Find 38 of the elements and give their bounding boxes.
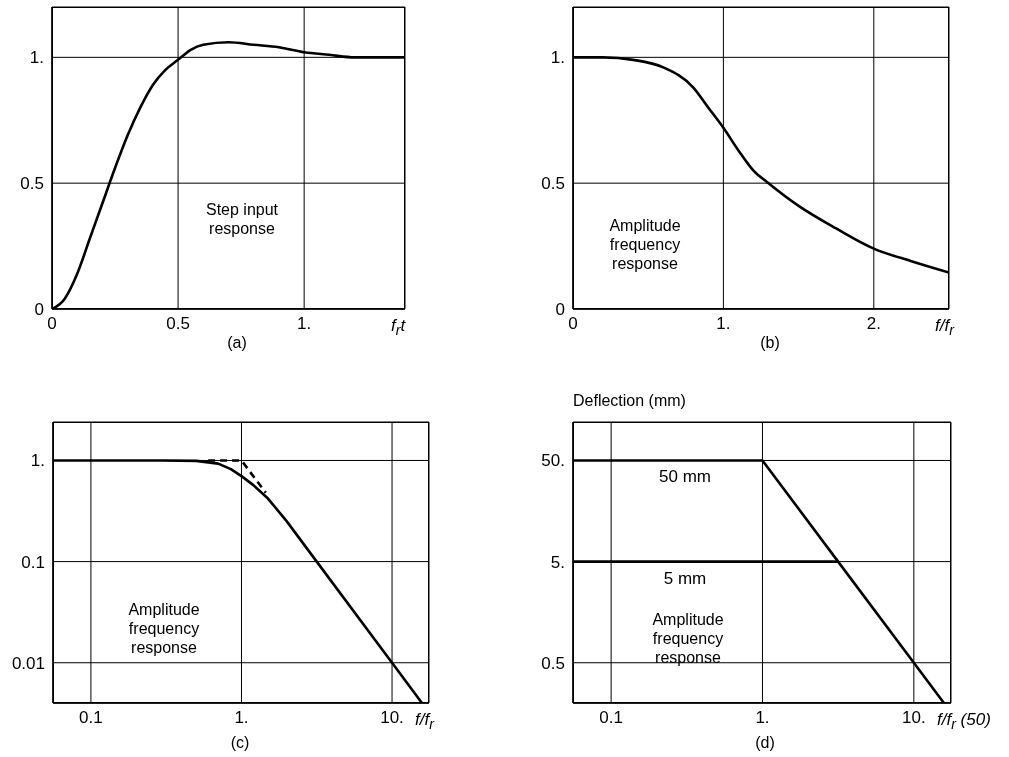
x-tick-label: 2. bbox=[866, 314, 881, 334]
x-axis-title: f/f$_{r}$ (50) bbox=[937, 710, 991, 733]
text: (b) bbox=[759, 333, 781, 352]
y-tick-label: 50. bbox=[541, 451, 565, 471]
x-tick-label: 1. bbox=[297, 314, 312, 334]
text: (c) bbox=[229, 733, 251, 752]
annotation: Amplitude frequency response bbox=[608, 216, 682, 273]
x-tick-label: 10. bbox=[902, 708, 926, 728]
y-tick-label: 1. bbox=[29, 48, 44, 68]
x-tick-label: 1. bbox=[716, 314, 731, 334]
y-tick-label: 0.1 bbox=[21, 552, 45, 572]
x-axis-title: f/f$_{r}$ bbox=[415, 710, 434, 733]
x-axis-title: f/f$_{r}$ bbox=[935, 316, 954, 339]
y-tick-label: 5. bbox=[550, 552, 565, 572]
annotation: Amplitude frequency response bbox=[127, 600, 201, 657]
y-tick-label: 1. bbox=[550, 48, 565, 68]
series-label: 50 mm bbox=[659, 467, 711, 487]
text: (a) bbox=[226, 333, 248, 352]
x-axis-title: f$_{r}$t bbox=[391, 316, 406, 339]
annotation: Amplitude frequency response bbox=[651, 610, 725, 667]
x-tick-label: 0.1 bbox=[599, 708, 623, 728]
annotation: Step input response bbox=[204, 200, 280, 238]
y-tick-label: 0.5 bbox=[20, 174, 44, 194]
x-tick-label: 1. bbox=[755, 708, 770, 728]
x-tick-label: 10. bbox=[380, 708, 404, 728]
y-axis-title: Deflection (mm) bbox=[573, 392, 686, 410]
series-label: 5 mm bbox=[663, 568, 707, 588]
y-tick-label: 0 bbox=[555, 300, 565, 320]
y-tick-label: 0.5 bbox=[541, 653, 565, 673]
x-tick-label: 0.5 bbox=[166, 314, 190, 334]
x-tick-label: 0 bbox=[568, 314, 578, 334]
x-tick-label: 1. bbox=[234, 708, 249, 728]
y-tick-label: 0.5 bbox=[541, 174, 565, 194]
text: (d) bbox=[754, 733, 776, 752]
y-tick-label: 1. bbox=[30, 451, 45, 471]
x-tick-label: 0.1 bbox=[79, 708, 103, 728]
y-tick-label: 0 bbox=[34, 300, 44, 320]
y-tick-label: 0.01 bbox=[11, 653, 45, 673]
